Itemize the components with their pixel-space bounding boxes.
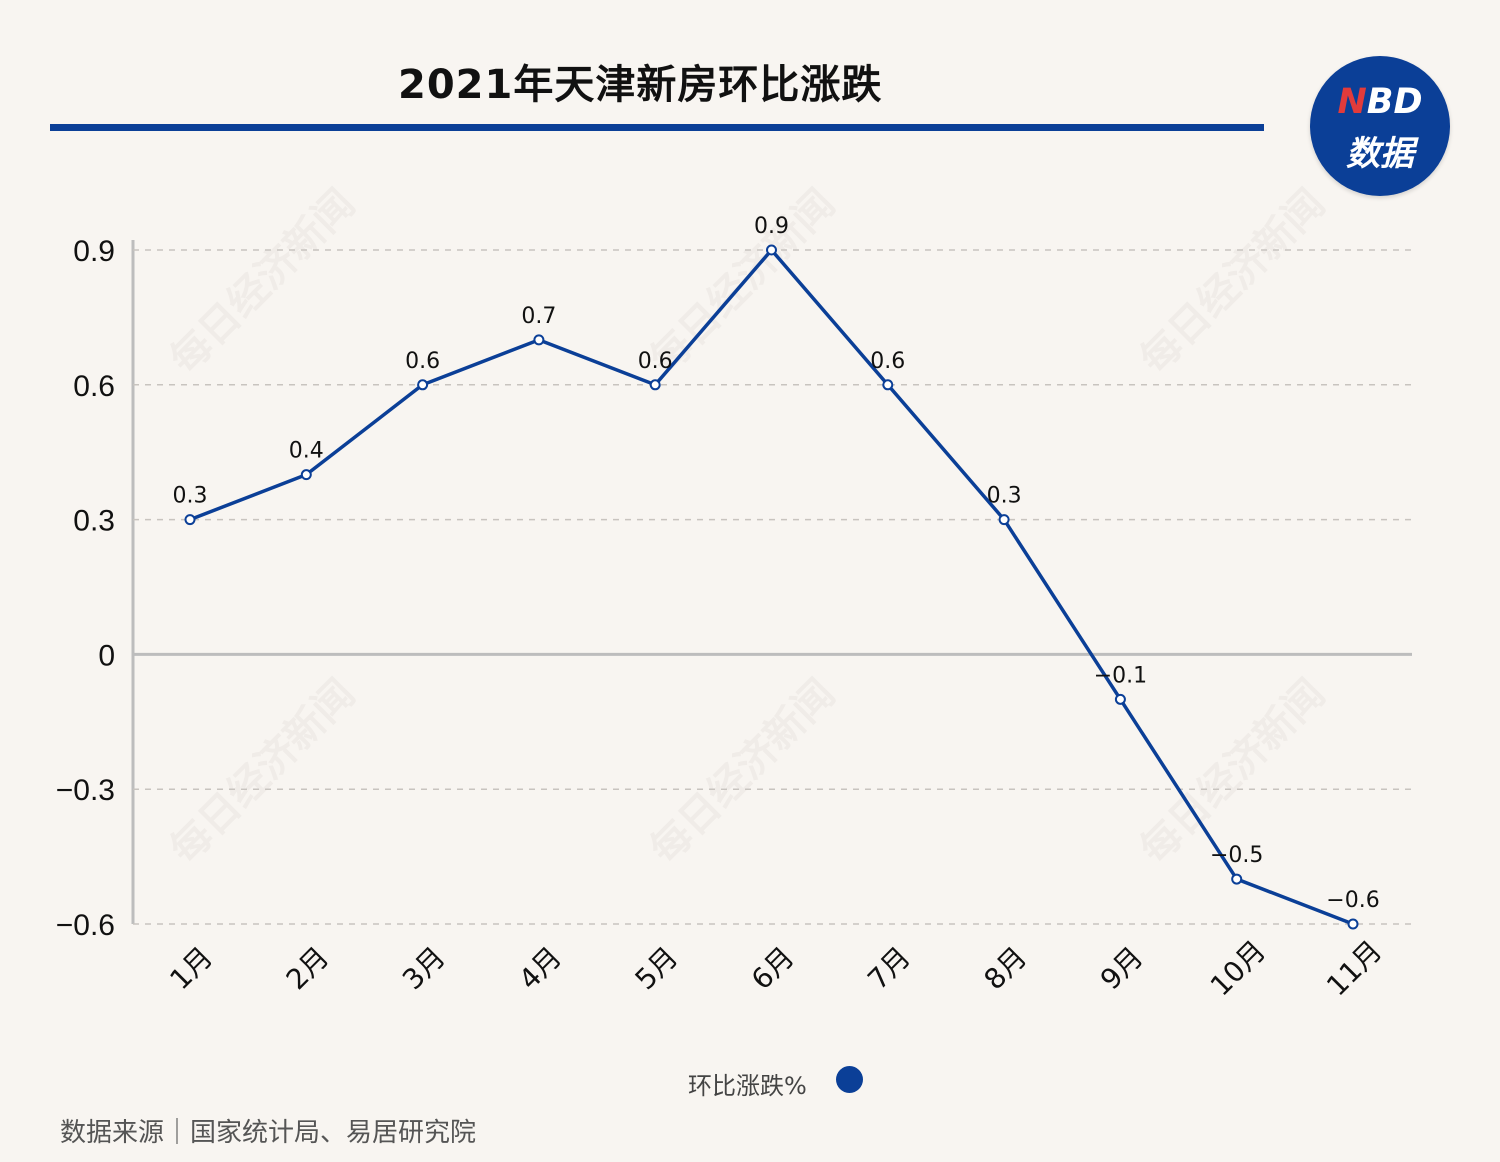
legend-label: 环比涨跌% (688, 1072, 807, 1100)
data-label: 0.7 (521, 304, 556, 329)
y-tick-label: −0.3 (56, 774, 115, 807)
x-tick-label: 8月 (978, 940, 1034, 996)
x-tick-label: 6月 (745, 940, 801, 996)
data-point (1114, 693, 1126, 705)
y-tick-label: 0.9 (73, 235, 115, 268)
data-label: 0.9 (754, 214, 789, 239)
y-tick-label: 0.6 (73, 370, 115, 403)
data-label: 0.3 (987, 484, 1022, 509)
data-label: −0.6 (1326, 888, 1379, 913)
data-point (417, 379, 429, 391)
x-tick-label: 1月 (163, 940, 219, 996)
data-label: −0.1 (1094, 663, 1147, 688)
data-label: 0.6 (405, 349, 440, 374)
data-label: −0.5 (1210, 843, 1263, 868)
data-label: 0.6 (870, 349, 905, 374)
x-tick-label: 7月 (861, 940, 917, 996)
x-tick-label: 2月 (280, 940, 336, 996)
data-point (1347, 918, 1359, 930)
x-tick-label: 10月 (1204, 934, 1272, 1002)
y-tick-label: −0.6 (56, 909, 115, 942)
series-line (189, 248, 1354, 926)
title-underline (50, 124, 1264, 131)
chart-title: 2021年天津新房环比涨跌 (398, 62, 883, 108)
data-point (533, 334, 545, 346)
data-point (649, 379, 661, 391)
data-label: 0.6 (638, 349, 673, 374)
y-tick-label: 0.3 (73, 505, 115, 538)
data-point (1231, 873, 1243, 885)
x-tick-label: 3月 (396, 940, 452, 996)
x-tick-label: 4月 (512, 940, 568, 996)
data-point (998, 514, 1010, 526)
y-tick-label: 0 (98, 639, 115, 672)
source-note: 数据来源｜国家统计局、易居研究院 (60, 1118, 477, 1148)
data-label: 0.3 (173, 484, 208, 509)
data-point (184, 514, 196, 526)
data-point (300, 469, 312, 481)
x-tick-label: 11月 (1320, 934, 1388, 1002)
x-tick-label: 9月 (1094, 940, 1150, 996)
data-label: 0.4 (289, 439, 324, 464)
legend-marker (836, 1066, 863, 1093)
data-point (882, 379, 894, 391)
nbd-logo: NBD 数据 (1310, 56, 1450, 196)
data-point (766, 244, 777, 256)
x-tick-label: 5月 (629, 940, 685, 996)
